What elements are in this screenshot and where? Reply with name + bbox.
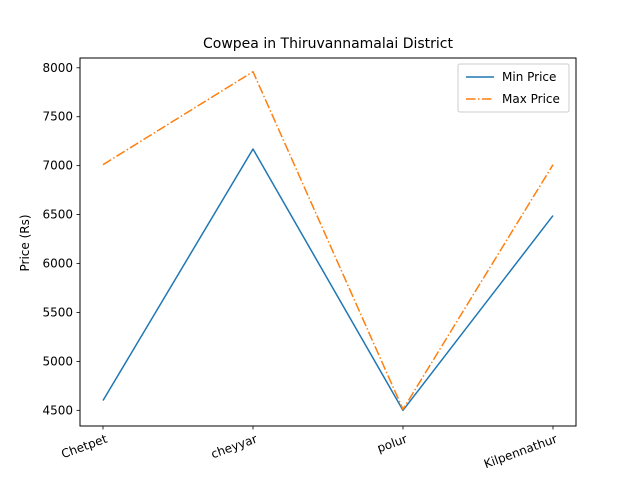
y-tick-label: 7000: [42, 159, 73, 173]
y-tick-label: 5500: [42, 305, 73, 319]
legend-box: [457, 63, 570, 113]
series-line-max-price: [102, 70, 554, 411]
y-tick-label: 7500: [42, 110, 73, 124]
y-tick-label: 6500: [42, 208, 73, 222]
y-tick-label: 4500: [42, 403, 73, 417]
series-line-min-price: [102, 148, 554, 412]
legend-label: Min Price: [502, 70, 556, 84]
y-axis-label: Price (Rs): [18, 214, 32, 271]
legend-label: Max Price: [502, 92, 560, 106]
chart-title: Cowpea in Thiruvannamalai District: [203, 36, 453, 52]
y-tick-label: 6000: [42, 257, 73, 271]
y-tick-label: 8000: [42, 61, 73, 75]
legend: Min Price Max Price: [457, 63, 570, 113]
plot-frame: [79, 57, 577, 427]
y-tick-label: 5000: [42, 354, 73, 368]
